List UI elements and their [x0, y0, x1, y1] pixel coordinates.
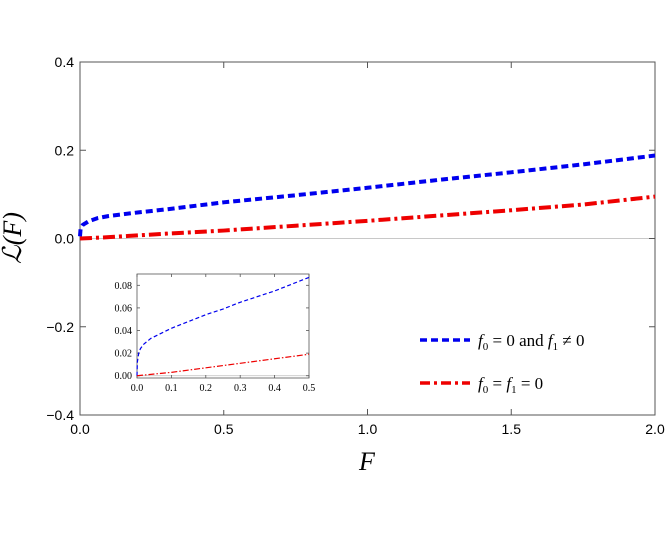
main-series-line-1	[78, 153, 656, 237]
main-y-tick-label: −0.2	[46, 319, 74, 335]
inset-x-tick-label: 0.1	[165, 383, 178, 394]
inset-y-tick-label: 0.02	[115, 349, 133, 360]
legend-label-series-2: f0 = f1 = 0	[478, 374, 543, 396]
main-y-tick-label: 0.0	[55, 231, 75, 247]
inset-y-tick-label: 0.06	[115, 303, 133, 314]
legend: f0 = 0 and f1 ≠ 0 f0 = f1 = 0	[420, 331, 584, 396]
main-y-tick-label: 0.2	[55, 142, 75, 158]
inset-y-tick-label: 0.04	[115, 326, 133, 337]
inset-series-line-1	[136, 276, 310, 376]
inset-y-tick-label: 0.08	[115, 281, 133, 292]
inset-x-tick-label: 0.2	[200, 383, 213, 394]
inset-ticks: 0.0 0.1 0.2 0.3 0.4 0.5 0.00 0.02 0.04 0.06 0.08	[115, 274, 316, 394]
main-x-tick-label: 0.5	[214, 421, 234, 437]
main-x-tick-label: 1.5	[502, 421, 522, 437]
inset-plot-frame	[136, 273, 310, 379]
inset-background	[90, 270, 322, 410]
main-x-tick-label: 1.0	[358, 421, 378, 437]
main-ticks: 0.0 0.5 1.0 1.5 2.0 −0.4 −0.2 0.0 0.2 0.4	[46, 54, 665, 437]
main-x-tick-label: 0.0	[70, 421, 90, 437]
main-series-line-2	[79, 194, 656, 241]
main-x-tick-label: 2.0	[645, 421, 665, 437]
x-axis-label: F	[358, 447, 376, 476]
inset-x-tick-label: 0.0	[131, 383, 144, 394]
main-series	[78, 153, 656, 241]
inset-x-tick-label: 0.5	[303, 383, 316, 394]
main-y-tick-label: −0.4	[46, 407, 74, 423]
inset-series	[136, 276, 310, 377]
inset-x-tick-label: 0.4	[268, 383, 281, 394]
inset-y-tick-label: 0.00	[115, 371, 133, 382]
y-axis-label: ℒ(F)	[0, 212, 27, 264]
inset-x-tick-label: 0.3	[234, 383, 247, 394]
main-y-tick-label: 0.4	[55, 54, 75, 70]
inset-series-line-2	[136, 353, 310, 377]
legend-label-series-1: f0 = 0 and f1 ≠ 0	[478, 331, 584, 353]
